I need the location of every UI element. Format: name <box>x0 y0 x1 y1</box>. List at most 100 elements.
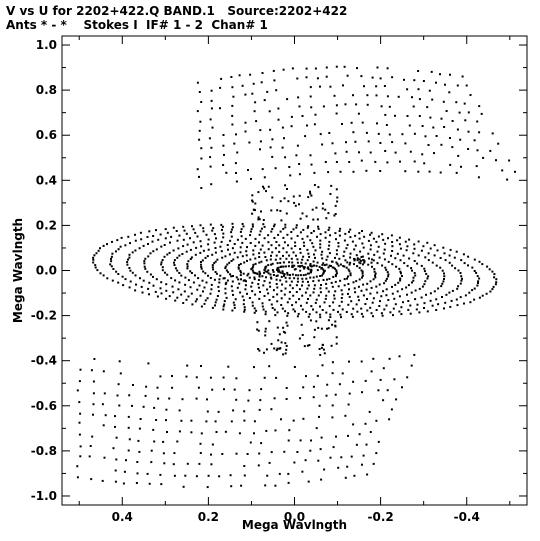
uv-point <box>222 305 225 308</box>
uv-point <box>79 368 82 371</box>
uv-point <box>372 357 375 360</box>
uv-point <box>491 132 494 135</box>
uv-point <box>155 229 157 232</box>
uv-point <box>353 287 356 290</box>
uv-point <box>285 257 288 260</box>
uv-point <box>322 272 325 275</box>
uv-point <box>321 257 324 260</box>
uv-point <box>110 257 112 260</box>
uv-point <box>236 238 239 241</box>
uv-point <box>235 133 237 136</box>
uv-point <box>92 392 95 395</box>
uv-point <box>325 66 328 69</box>
uv-point <box>331 404 334 407</box>
uv-point <box>116 394 119 397</box>
uv-point <box>440 143 443 146</box>
uv-point <box>281 283 284 286</box>
uv-point <box>363 260 366 263</box>
uv-point <box>197 386 200 389</box>
uv-point <box>321 207 324 210</box>
uv-point <box>275 275 278 277</box>
uv-point <box>307 225 310 228</box>
uv-point <box>253 432 255 435</box>
uv-point <box>312 276 315 279</box>
uv-point <box>424 256 427 259</box>
uv-point <box>387 299 390 301</box>
uv-point <box>249 441 252 444</box>
uv-point <box>287 312 290 315</box>
uv-point <box>251 212 254 215</box>
uv-point <box>126 261 129 264</box>
uv-point <box>319 133 322 136</box>
uv-point <box>283 137 285 140</box>
uv-point <box>332 301 335 304</box>
uv-point <box>253 366 255 369</box>
uv-point <box>506 178 509 181</box>
uv-point <box>213 233 216 236</box>
uv-point <box>501 169 504 172</box>
uv-point <box>369 244 372 247</box>
uv-point <box>343 284 346 287</box>
uv-point <box>367 239 370 242</box>
uv-point <box>386 271 389 274</box>
uv-point <box>206 486 209 489</box>
uv-point <box>444 259 447 262</box>
uv-point <box>231 222 234 225</box>
uv-point <box>248 276 251 279</box>
uv-point <box>429 247 432 250</box>
uv-point <box>316 269 319 272</box>
uv-point <box>433 254 436 257</box>
uv-point <box>263 351 265 354</box>
uv-point <box>231 226 234 229</box>
uv-point <box>423 302 426 305</box>
uv-point <box>253 311 256 314</box>
uv-point <box>230 235 233 238</box>
uv-point <box>444 301 447 304</box>
uv-point <box>96 269 99 272</box>
uv-point <box>331 266 334 269</box>
uv-point <box>283 197 286 200</box>
uv-point <box>261 72 264 74</box>
uv-point <box>231 247 234 250</box>
uv-point <box>223 303 226 306</box>
y-tick-label: 0.4 <box>36 173 57 187</box>
uv-point <box>189 237 191 240</box>
uv-point <box>195 397 198 400</box>
uv-point <box>325 263 328 266</box>
uv-point <box>268 299 271 301</box>
uv-point <box>358 151 360 154</box>
uv-point <box>268 365 271 368</box>
uv-point <box>171 386 174 389</box>
uv-point <box>237 266 240 269</box>
uv-point <box>327 266 330 269</box>
uv-point <box>282 353 285 356</box>
uv-point <box>263 280 266 283</box>
uv-point <box>262 219 265 221</box>
uv-point <box>162 452 165 455</box>
uv-point <box>263 99 266 102</box>
uv-point <box>352 170 355 173</box>
uv-point <box>399 270 402 273</box>
uv-point <box>246 259 248 262</box>
uv-point <box>305 310 308 313</box>
uv-point <box>161 259 164 261</box>
uv-point <box>224 265 227 268</box>
uv-point <box>112 447 115 450</box>
uv-point <box>303 244 306 247</box>
uv-point <box>313 171 316 174</box>
uv-point <box>424 135 427 138</box>
uv-point <box>195 246 198 249</box>
uv-point <box>329 85 332 88</box>
uv-point <box>261 168 264 171</box>
uv-point <box>417 88 420 91</box>
uv-point <box>489 149 492 152</box>
uv-point <box>443 272 445 275</box>
uv-point <box>366 103 369 106</box>
uv-point <box>176 269 179 272</box>
uv-point <box>196 288 199 291</box>
uv-point <box>304 135 307 138</box>
uv-point <box>139 231 142 234</box>
uv-point <box>160 263 163 266</box>
uv-point <box>224 430 227 433</box>
uv-point <box>384 113 387 116</box>
